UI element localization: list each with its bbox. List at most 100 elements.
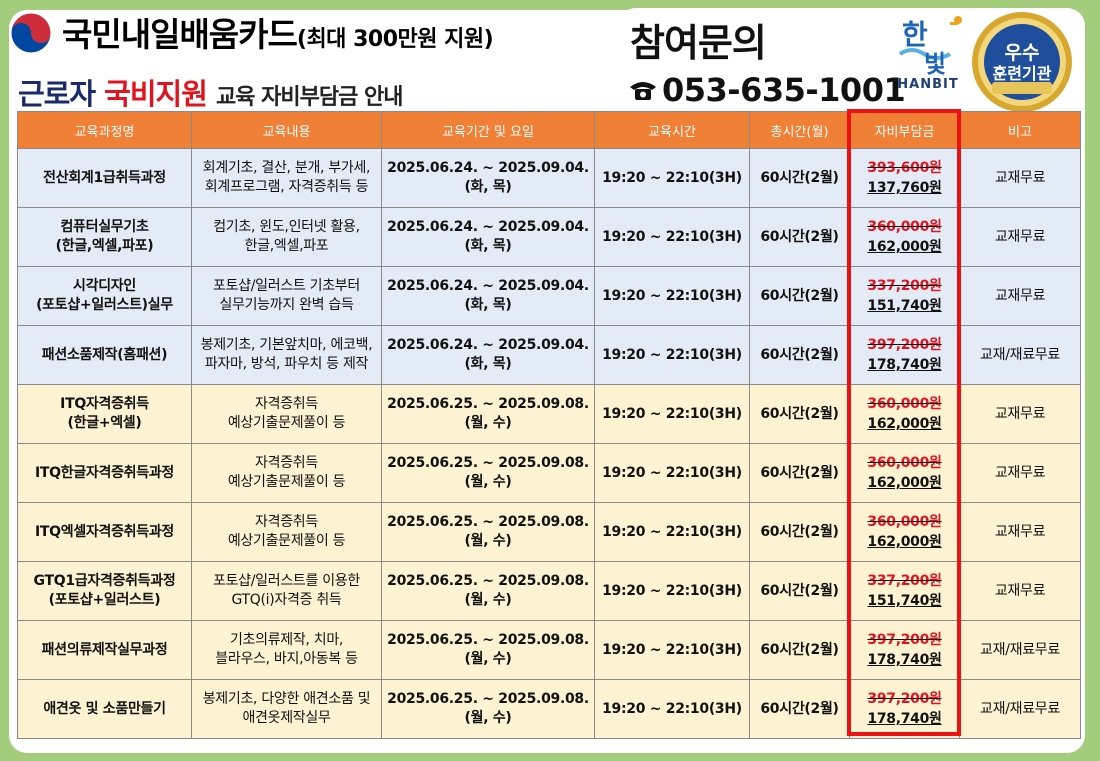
hanbit-logo-text: HANBIT	[897, 77, 959, 92]
course-content-cell-line1: 봉제기초, 기본앞치마, 에코백,	[200, 337, 373, 353]
self-pay-cell: 360,000원 162,000원	[849, 443, 960, 503]
course-time-cell: 19:20 ~ 22:10(3H)	[594, 266, 750, 326]
course-name-cell: ITQ한글자격증취득과정	[17, 443, 192, 503]
course-content-cell: 봉제기초, 다양한 애견소품 및 애견옷제작실무	[191, 679, 382, 739]
self-pay-cell: 397,200원 178,740원	[849, 620, 960, 680]
self-pay-cell: 393,600원 137,760원	[849, 148, 960, 208]
table-row: ITQ한글자격증취득과정 자격증취득 예상기출문제풀이 등 2025.06.25. ~…	[17, 443, 1081, 503]
original-price: 360,000원	[867, 455, 942, 471]
title-part2: 교육 자비부담금 안내	[216, 85, 403, 110]
table-row: ITQ자격증취득 (한글+엑셀) 자격증취득 예상기출문제풀이 등 2025.06.25…	[17, 384, 1081, 444]
course-period-cell-line1: 2025.06.25. ~ 2025.09.08.	[387, 514, 589, 530]
self-pay-cell: 360,000원 162,000원	[849, 502, 960, 562]
course-content-cell-line2: 블라우스, 바지,아동복 등	[215, 651, 358, 667]
original-price: 360,000원	[867, 514, 942, 530]
course-content-cell-line2: 애견옷제작실무	[242, 710, 331, 726]
course-period-cell-line1: 2025.06.25. ~ 2025.09.08.	[387, 573, 589, 589]
course-period-cell-line1: 2025.06.25. ~ 2025.09.08.	[387, 396, 589, 412]
discounted-price: 151,740원	[867, 593, 942, 609]
course-content-cell-line2: 파자마, 방석, 파우치 등 제작	[204, 356, 369, 372]
course-name-cell-line1: ITQ엑셀자격증취득과정	[35, 523, 174, 540]
course-time-cell: 19:20 ~ 22:10(3H)	[594, 561, 750, 621]
course-time-cell: 19:20 ~ 22:10(3H)	[594, 148, 750, 208]
course-name-cell-line2: (포토샵+일러스트)	[48, 592, 161, 608]
course-content-cell: 기초의류제작, 치마, 블라우스, 바지,아동복 등	[191, 620, 382, 680]
page-title: 근로자 국비지원 교육 자비부담금 안내	[18, 71, 403, 113]
course-time-cell: 19:20 ~ 22:10(3H)	[594, 502, 750, 562]
total-hours-cell: 60시간(2월)	[749, 502, 850, 562]
logo-char-han: 한	[902, 18, 928, 51]
header-content: 교육내용	[191, 111, 382, 149]
course-period-cell-line2: (월, 수)	[464, 710, 512, 726]
original-price: 397,200원	[867, 632, 942, 648]
course-content-cell-line2: 한글,엑셀,파포	[244, 238, 329, 254]
table-row: 시각디자인 (포토샵+일러스트)실무 포토샵/일러스트 기초부터 실무기능까지 완벽 …	[17, 266, 1081, 326]
taegeuk-icon	[10, 12, 52, 54]
course-period-cell: 2025.06.25. ~ 2025.09.08. (월, 수)	[381, 502, 595, 562]
hanbit-logo-mark: 한 빛	[898, 16, 962, 78]
course-name-cell-line1: 패션소품제작(홈패션)	[41, 346, 168, 363]
course-period-cell: 2025.06.25. ~ 2025.09.08. (월, 수)	[381, 443, 595, 503]
course-content-cell-line2: 예상기출문제풀이 등	[227, 533, 346, 549]
course-name-cell-line1: 애견옷 및 소품만들기	[43, 700, 166, 717]
discounted-price: 162,000원	[867, 416, 942, 432]
course-period-cell-line2: (월, 수)	[464, 592, 512, 608]
course-content-cell-line2: 회계프로그램, 자격증취득 등	[204, 179, 369, 195]
phone-contact[interactable]: 053-635-1001	[628, 70, 906, 110]
hanbit-logo: 한 빛 HANBIT	[894, 14, 964, 100]
course-name-cell: GTQ1급자격증취득과정 (포토샵+일러스트)	[17, 561, 192, 621]
course-time-cell: 19:20 ~ 22:10(3H)	[594, 325, 750, 385]
header-time: 교육시간	[594, 111, 750, 149]
course-period-cell-line2: (화, 목)	[464, 356, 512, 372]
total-hours-cell: 60시간(2월)	[749, 443, 850, 503]
course-period-cell-line2: (월, 수)	[464, 533, 512, 549]
course-time-cell: 19:20 ~ 22:10(3H)	[594, 207, 750, 267]
original-price: 337,200원	[867, 573, 942, 589]
course-period-cell: 2025.06.24. ~ 2025.09.04. (화, 목)	[381, 325, 595, 385]
phone-number[interactable]: 053-635-1001	[662, 71, 906, 109]
table-row: 패션의류제작실무과정 기초의류제작, 치마, 블라우스, 바지,아동복 등 2025.…	[17, 620, 1081, 680]
course-content-cell-line1: 자격증취득	[255, 514, 318, 530]
title-part1: 근로자	[18, 77, 96, 111]
total-hours-cell: 60시간(2월)	[749, 679, 850, 739]
course-time-cell: 19:20 ~ 22:10(3H)	[594, 443, 750, 503]
inquiry-label: 참여문의	[630, 21, 767, 65]
course-content-cell: 컴기초, 윈도,인터넷 활용, 한글,엑셀,파포	[191, 207, 382, 267]
table-row: 애견옷 및 소품만들기 봉제기초, 다양한 애견소품 및 애견옷제작실무 2025.0…	[17, 679, 1081, 739]
course-period-cell-line2: (월, 수)	[464, 474, 512, 490]
course-name-cell: 컴퓨터실무기초 (한글,엑셀,파포)	[17, 207, 192, 267]
total-hours-cell: 60시간(2월)	[749, 384, 850, 444]
self-pay-cell: 397,200원 178,740원	[849, 325, 960, 385]
course-content-cell-line2: 예상기출문제풀이 등	[227, 474, 346, 490]
course-content-cell: 봉제기초, 기본앞치마, 에코백, 파자마, 방석, 파우치 등 제작	[191, 325, 382, 385]
self-pay-cell: 337,200원 151,740원	[849, 561, 960, 621]
course-name-cell: 패션의류제작실무과정	[17, 620, 192, 680]
course-content-cell-line1: 포토샵/일러스트 기초부터	[213, 278, 360, 294]
course-name-cell: 시각디자인 (포토샵+일러스트)실무	[17, 266, 192, 326]
course-content-cell: 회계기초, 결산, 분개, 부가세, 회계프로그램, 자격증취득 등	[191, 148, 382, 208]
logo-char-bit: 빛	[924, 50, 946, 76]
course-name-cell-line1: ITQ한글자격증취득과정	[35, 464, 174, 481]
course-content-cell: 자격증취득 예상기출문제풀이 등	[191, 443, 382, 503]
program-title-text: 국민내일배움카드	[62, 15, 298, 54]
course-period-cell-line1: 2025.06.25. ~ 2025.09.08.	[387, 632, 589, 648]
course-name-cell: 패션소품제작(홈패션)	[17, 325, 192, 385]
course-time-cell: 19:20 ~ 22:10(3H)	[594, 384, 750, 444]
course-period-cell-line1: 2025.06.25. ~ 2025.09.08.	[387, 455, 589, 471]
discounted-price: 162,000원	[867, 534, 942, 550]
original-price: 360,000원	[867, 219, 942, 235]
title-highlight: 국비지원	[104, 77, 208, 111]
course-name-cell: 애견옷 및 소품만들기	[17, 679, 192, 739]
course-content-cell-line1: 회계기초, 결산, 분개, 부가세,	[202, 160, 371, 176]
course-table-wrapper: 교육과정명 교육내용 교육기간 및 요일 교육시간 총시간(월) 자비부담금 비…	[17, 111, 1081, 739]
course-time-cell: 19:20 ~ 22:10(3H)	[594, 620, 750, 680]
self-pay-cell: 397,200원 178,740원	[849, 679, 960, 739]
course-period-cell-line2: (월, 수)	[464, 651, 512, 667]
course-content-cell: 자격증취득 예상기출문제풀이 등	[191, 384, 382, 444]
badge-line1: 우수	[1004, 42, 1040, 64]
course-period-cell-line2: (월, 수)	[464, 415, 512, 431]
excellence-badge: 우수 훈련기관	[970, 10, 1074, 114]
discounted-price: 151,740원	[867, 298, 942, 314]
course-period-cell-line2: (화, 목)	[464, 238, 512, 254]
